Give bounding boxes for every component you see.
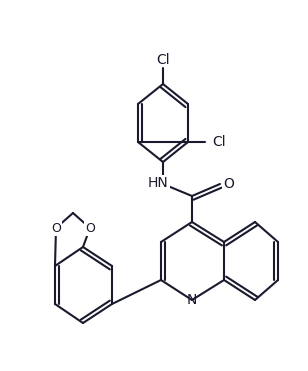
Text: O: O: [224, 177, 234, 191]
Text: N: N: [187, 293, 197, 307]
Text: O: O: [85, 221, 95, 234]
Text: HN: HN: [148, 176, 168, 190]
Text: O: O: [51, 221, 61, 234]
Text: Cl: Cl: [156, 53, 170, 67]
Text: Cl: Cl: [212, 135, 226, 149]
